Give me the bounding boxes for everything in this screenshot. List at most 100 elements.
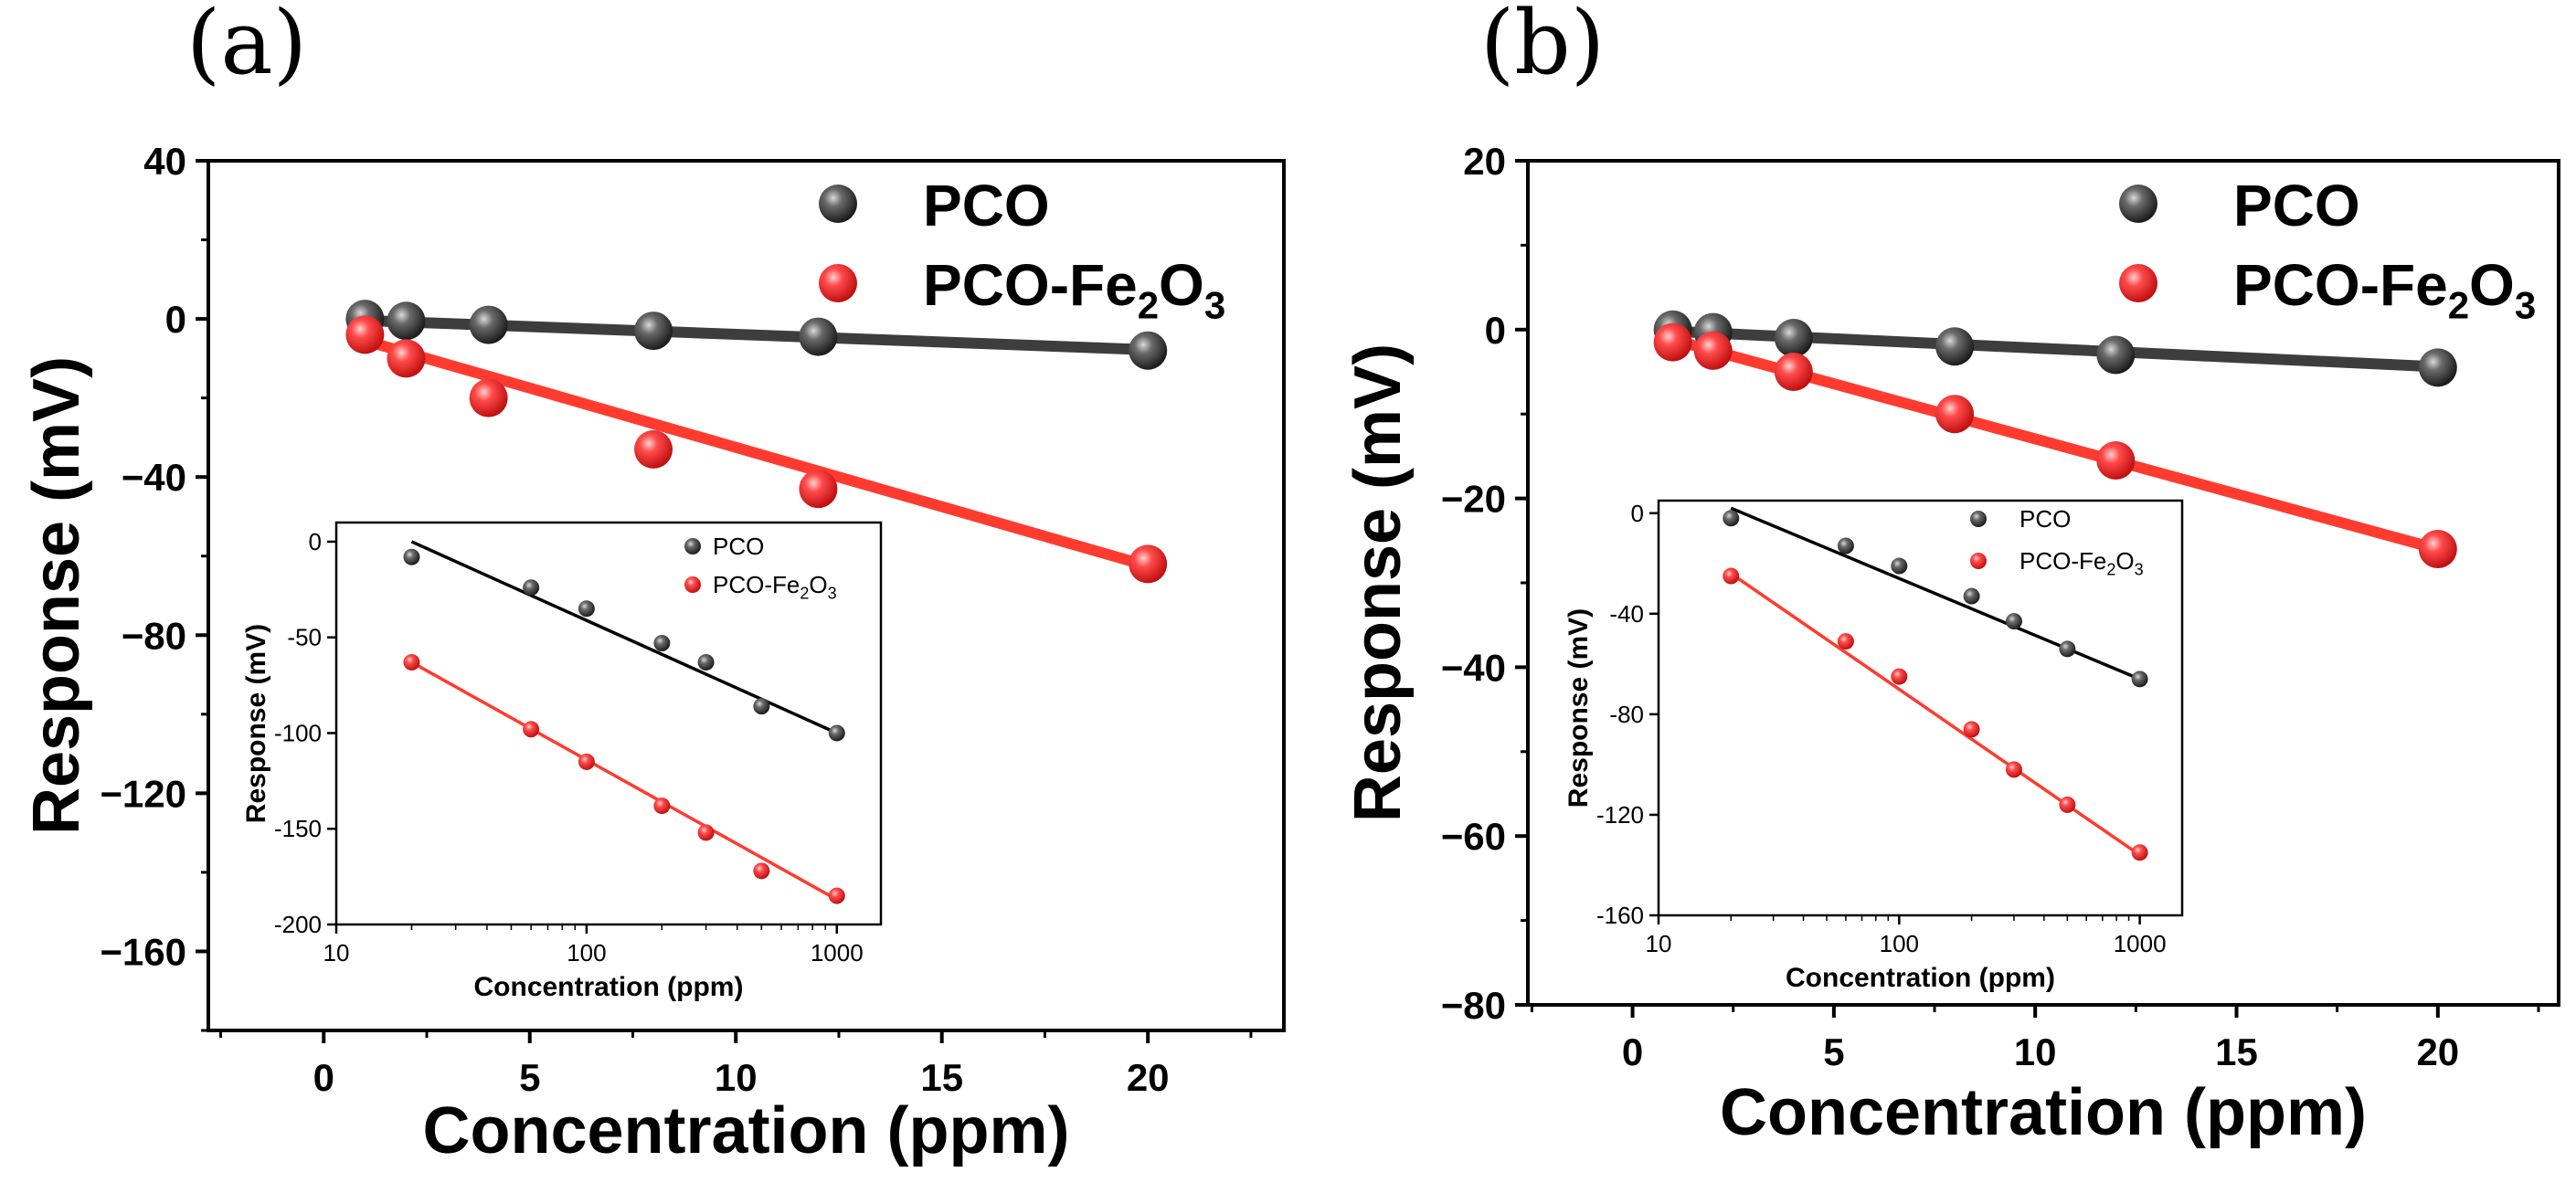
data-point-pco — [634, 312, 673, 351]
inset-legend-label-pco_fe2o3: PCO-Fe2O3 — [2019, 547, 2144, 578]
inset-y-tick-label: -150 — [274, 815, 322, 842]
data-point-pco_fe2o3 — [1653, 322, 1692, 362]
inset-data-point-pco_fe2o3 — [1963, 721, 1980, 738]
legend-label-pco: PCO — [2233, 173, 2360, 238]
legend-label-pco_fe2o3: PCO-Fe2O3 — [2233, 252, 2536, 327]
legend-label-pco_fe2o3-tail: O — [2469, 252, 2515, 318]
legend-label-pco-main: PCO — [2233, 173, 2360, 238]
y-tick-label: −120 — [100, 772, 186, 815]
inset-data-point-pco — [828, 724, 845, 742]
data-point-pco_fe2o3 — [345, 315, 385, 354]
inset-data-point-pco_fe2o3 — [1891, 668, 1908, 685]
inset-data-point-pco_fe2o3 — [828, 887, 845, 904]
y-tick-label: −60 — [1441, 815, 1506, 858]
inset-x-tick-label: 1000 — [811, 939, 864, 966]
inset-data-point-pco_fe2o3 — [1723, 567, 1740, 585]
inset-x-axis-label: Concentration (ppm) — [474, 972, 744, 1002]
data-point-pco — [1774, 319, 1813, 358]
inset-y-tick-label: -100 — [274, 719, 322, 746]
inset-fit-line-pco_fe2o3 — [410, 660, 838, 902]
inset-legend-label-pco_fe2o3-tail: O — [2115, 547, 2134, 575]
x-tick-label: 5 — [1823, 1030, 1844, 1073]
inset-data-point-pco_fe2o3 — [697, 824, 715, 841]
inset-y-tick-label: -160 — [1596, 902, 1644, 929]
legend-marker-pco — [2119, 185, 2157, 223]
y-axis-label: Response (mV) — [20, 356, 93, 835]
inset-data-point-pco — [1837, 537, 1854, 555]
inset-y-tick-label: -120 — [1596, 801, 1644, 829]
x-tick-label: 0 — [313, 1056, 334, 1099]
inset-x-tick-label: 10 — [1646, 930, 1672, 957]
chart-panel-b: (b)0 5 10 15 20200−20−40−60−80Concentration … — [1341, 0, 2560, 1149]
inset-legend-label-pco_fe2o3-main: PCO-Fe — [2019, 547, 2106, 575]
inset-data-point-pco — [1891, 557, 1908, 575]
data-point-pco_fe2o3 — [387, 339, 426, 378]
inset-legend-label-pco_fe2o3: PCO-Fe2O3 — [713, 571, 837, 602]
x-tick-label: 15 — [920, 1056, 963, 1099]
data-point-pco_fe2o3 — [2096, 441, 2136, 481]
inset-data-point-pco_fe2o3 — [523, 721, 540, 738]
inset-data-point-pco_fe2o3 — [2059, 796, 2076, 813]
plot-frame — [207, 159, 1286, 1032]
data-point-pco_fe2o3 — [1935, 395, 1975, 434]
inset-data-point-pco_fe2o3 — [653, 797, 671, 815]
legend-label-pco_fe2o3-tail: O — [1159, 252, 1204, 318]
inset-legend-label-pco_fe2o3-sub: 2 — [800, 584, 809, 602]
legend-label-pco_fe2o3-sub2: 3 — [1204, 284, 1225, 327]
inset-legend-label-pco_fe2o3-sub2: 3 — [828, 584, 837, 602]
inset-data-point-pco_fe2o3 — [2005, 761, 2022, 778]
data-point-pco — [2096, 335, 2136, 375]
inset-legend-label-pco: PCO — [713, 533, 764, 560]
inset-data-point-pco — [523, 579, 540, 597]
legend-marker-pco_fe2o3 — [819, 264, 857, 302]
inset-legend-label-pco_fe2o3-main: PCO-Fe — [713, 571, 800, 598]
inset-y-tick-label: 0 — [1631, 500, 1644, 527]
inset-legend-label-pco-main: PCO — [2019, 505, 2071, 533]
inset-data-point-pco_fe2o3 — [1837, 633, 1854, 650]
y-tick-label: −40 — [122, 456, 186, 499]
inset-x-tick-label: 1000 — [2114, 930, 2167, 957]
data-point-pco_fe2o3 — [1129, 544, 1168, 584]
inset-frame — [1657, 499, 2184, 917]
y-tick-label: −80 — [1441, 984, 1506, 1027]
data-point-pco — [1129, 331, 1168, 370]
inset-data-point-pco_fe2o3 — [578, 753, 595, 770]
inset-frame — [334, 521, 883, 926]
fit-line-pco_fe2o3 — [359, 334, 1154, 572]
chart-panel-a: (a)0 5 10 15 20400−40−80−120−160Concentratio… — [20, 0, 1286, 1167]
inset-data-point-pco — [2131, 671, 2148, 688]
x-tick-label: 10 — [715, 1056, 758, 1099]
y-tick-label: −40 — [1441, 646, 1506, 689]
legend-label-pco_fe2o3-main: PCO-Fe — [923, 252, 1138, 318]
panel-label-b: (b) — [1480, 0, 1605, 94]
inset-y-axis-label: Response (mV) — [1564, 608, 1594, 808]
data-point-pco — [799, 317, 838, 356]
inset-legend-marker-pco — [1970, 511, 1987, 527]
inset-legend-label-pco_fe2o3-sub: 2 — [2106, 560, 2115, 578]
x-axis-label: Concentration (ppm) — [1720, 1076, 2367, 1149]
inset-data-point-pco — [2005, 613, 2022, 630]
inset-legend-label-pco: PCO — [2019, 505, 2071, 533]
legend-label-pco_fe2o3-main: PCO-Fe — [2233, 252, 2448, 318]
y-tick-label: −80 — [122, 614, 186, 657]
data-point-pco_fe2o3 — [1693, 331, 1733, 370]
legend-label-pco-main: PCO — [923, 173, 1050, 238]
inset-legend-marker-pco — [684, 538, 701, 555]
inset-data-point-pco_fe2o3 — [753, 862, 770, 880]
data-point-pco_fe2o3 — [469, 378, 508, 417]
legend-label-pco_fe2o3-sub2: 3 — [2515, 284, 2536, 327]
inset-y-tick-label: -80 — [1609, 701, 1644, 728]
inset-y-tick-label: -200 — [274, 911, 322, 938]
inset-chart: 10 100 1000 0 -50 -100 -150 -200 Concentration (… — [241, 521, 883, 1002]
data-point-pco — [1935, 327, 1975, 366]
y-tick-label: −20 — [1441, 478, 1506, 521]
data-point-pco — [387, 301, 426, 341]
y-axis-label: Response (mV) — [1341, 343, 1415, 822]
y-tick-label: 40 — [143, 140, 186, 183]
data-point-pco_fe2o3 — [799, 470, 838, 509]
data-point-pco — [469, 305, 508, 344]
x-tick-label: 15 — [2215, 1030, 2258, 1073]
data-point-pco — [2418, 348, 2457, 387]
legend-label-pco_fe2o3-sub: 2 — [1138, 284, 1159, 327]
